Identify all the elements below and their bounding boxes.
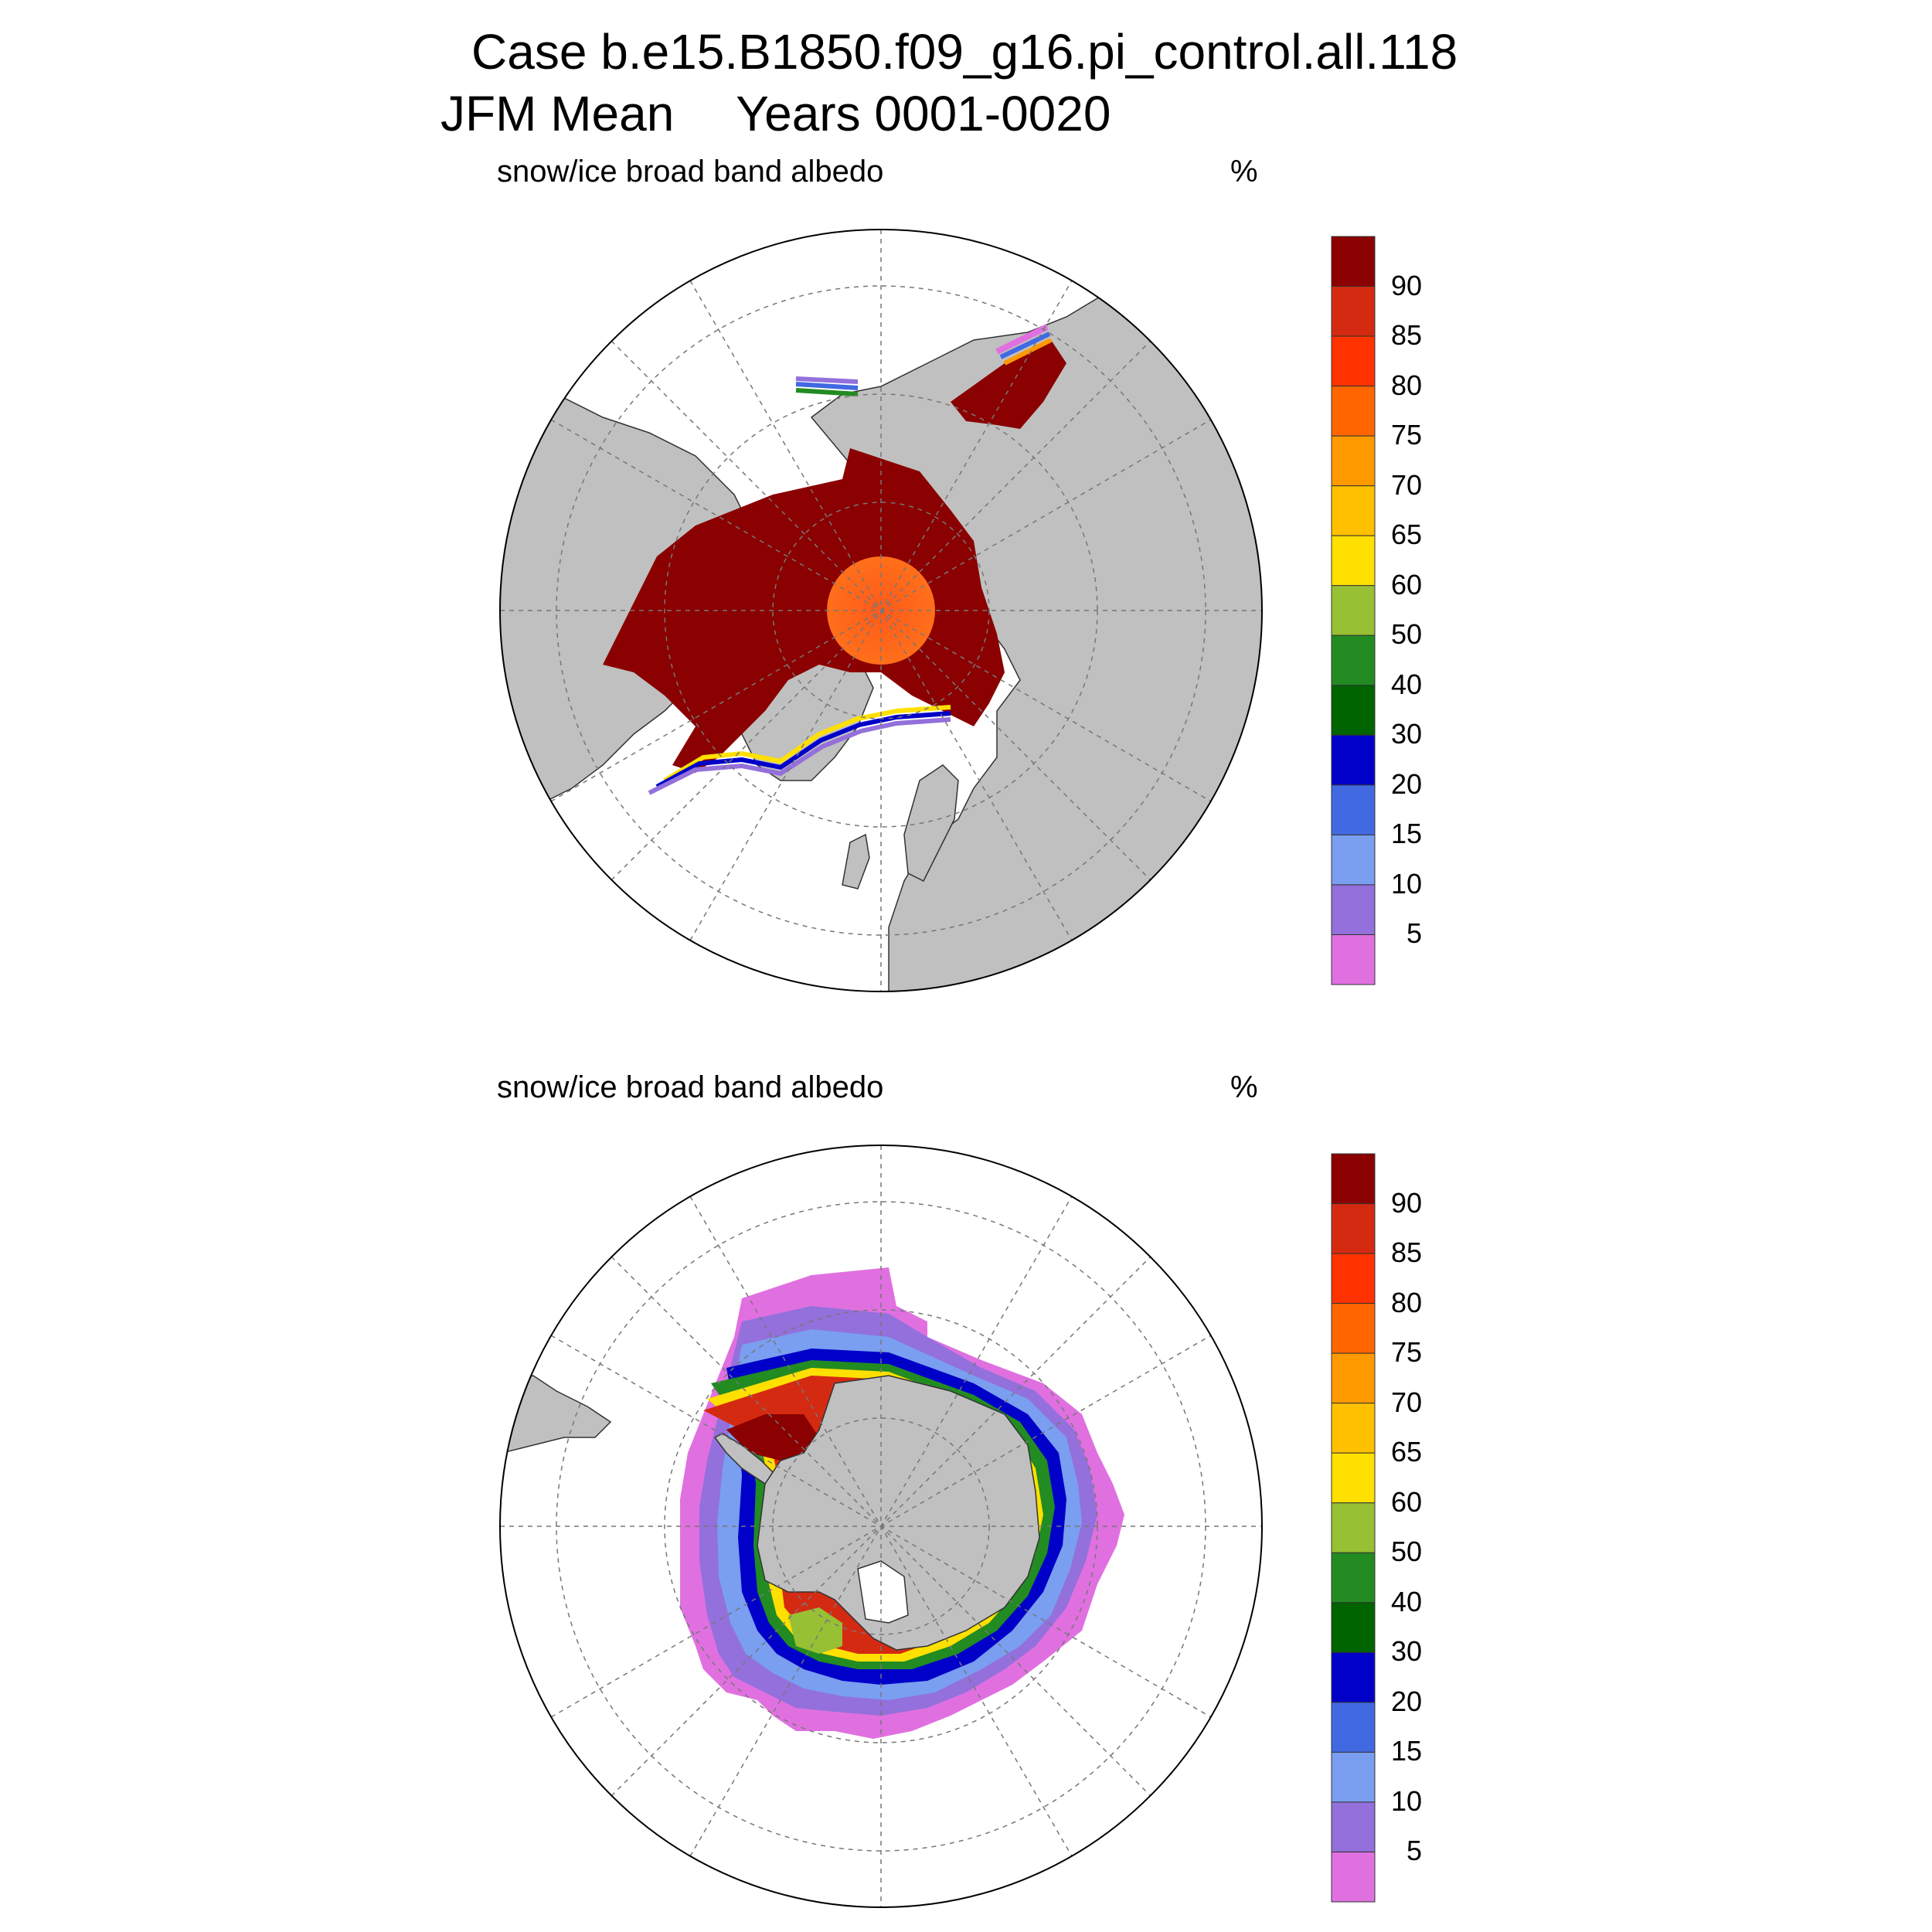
south-colorbar-segment [1331, 1203, 1376, 1254]
south-colorbar-segment [1331, 1751, 1376, 1803]
south-colorbar-tick-label: 40 [1391, 1585, 1423, 1617]
north-colorbar-segment [1331, 784, 1376, 835]
south-colorbar-segment [1331, 1452, 1376, 1504]
south-colorbar-tick-label: 75 [1391, 1336, 1423, 1369]
north-colorbar-tick-label: 20 [1391, 767, 1423, 800]
bering-edge-2 [795, 382, 859, 390]
south-colorbar-segment [1331, 1602, 1376, 1653]
british-isles-land [842, 833, 870, 889]
north-colorbar-segment [1331, 435, 1376, 487]
south-colorbar-segment [1331, 1253, 1376, 1304]
okhotsk-edge-3 [995, 324, 1049, 355]
north-colorbar-segment [1331, 485, 1376, 536]
south-america-land [502, 1375, 612, 1454]
north-colorbar-tick-label: 65 [1391, 519, 1423, 551]
south-colorbar-segment [1331, 1502, 1376, 1553]
north-colorbar-segment [1331, 286, 1376, 337]
south-panel-label: snow/ice broad band albedo [497, 1070, 884, 1104]
weddell-high-albedo [726, 1414, 819, 1461]
okhotsk-edge [1003, 338, 1053, 366]
south-colorbar-tick-label: 90 [1391, 1186, 1423, 1219]
north-colorbar-tick-label: 70 [1391, 468, 1423, 501]
south-graticule [500, 1145, 1262, 1907]
north-colorbar-tick-label: 50 [1391, 618, 1423, 651]
season-label: JFM Mean [440, 86, 675, 141]
south-colorbar-tick-label: 80 [1391, 1286, 1423, 1318]
north-colorbar-segment [1331, 685, 1376, 736]
south-colorbar-tick-label: 70 [1391, 1386, 1423, 1418]
south-map-border [499, 1145, 1263, 1908]
north-colorbar-tick-label: 75 [1391, 419, 1423, 451]
okhotsk-ice [951, 340, 1066, 429]
south-colorbar-segment [1331, 1403, 1376, 1454]
south-colorbar-tick-label: 15 [1391, 1735, 1423, 1767]
north-colorbar-tick-label: 90 [1391, 269, 1423, 301]
north-colorbar-segment [1331, 535, 1376, 587]
ross-sea-green [788, 1607, 842, 1654]
south-polar-map [500, 1145, 1262, 1907]
antarctic-peninsula-land [713, 1433, 774, 1485]
north-colorbar-tick-label: 60 [1391, 568, 1423, 600]
north-colorbar-segment [1331, 236, 1376, 287]
north-colorbar-tick-label: 5 [1406, 917, 1423, 950]
north-graticule [500, 230, 1262, 992]
south-colorbar-tick-label: 30 [1391, 1635, 1423, 1668]
north-map-border [499, 229, 1263, 992]
south-colorbar-segment [1331, 1153, 1376, 1205]
sea-ice-high-albedo [603, 448, 1005, 773]
south-panel-unit: % [1230, 1070, 1258, 1104]
north-colorbar-segment [1331, 585, 1376, 636]
north-colorbar-segment [1331, 335, 1376, 387]
south-colorbar [1331, 1153, 1376, 1903]
bering-edge [795, 388, 859, 396]
north-colorbar-tick-label: 10 [1391, 867, 1423, 900]
north-colorbar-segment [1331, 634, 1376, 686]
ross-ice-shelf [857, 1560, 909, 1624]
north-polar-map [500, 230, 1262, 992]
south-colorbar-segment [1331, 1651, 1376, 1703]
scandinavia-land [903, 764, 959, 883]
figure-subtitle: JFM Mean Years 0001-0020 [440, 85, 1111, 142]
south-colorbar-segment [1331, 1851, 1376, 1903]
south-colorbar-tick-label: 60 [1391, 1485, 1423, 1518]
south-colorbar-segment [1331, 1801, 1376, 1852]
north-panel-unit: % [1230, 155, 1258, 189]
figure-title: Case b.e15.B1850.f09_g16.pi_control.all.… [471, 24, 1458, 80]
north-colorbar-tick-label: 15 [1391, 818, 1423, 850]
north-colorbar-tick-label: 80 [1391, 369, 1423, 401]
south-colorbar-tick-label: 50 [1391, 1536, 1423, 1568]
north-colorbar-segment [1331, 386, 1376, 437]
north-colorbar-tick-label: 30 [1391, 718, 1423, 750]
south-colorbar-segment [1331, 1552, 1376, 1604]
north-colorbar-tick-label: 85 [1391, 319, 1423, 352]
south-colorbar-tick-label: 5 [1406, 1835, 1423, 1867]
north-colorbar [1331, 236, 1376, 985]
south-colorbar-segment [1331, 1702, 1376, 1753]
north-colorbar-segment [1331, 734, 1376, 786]
south-colorbar-segment [1331, 1303, 1376, 1354]
north-colorbar-segment [1331, 884, 1376, 935]
north-panel-label: snow/ice broad band albedo [497, 155, 884, 189]
bering-edge-3 [795, 376, 859, 384]
south-colorbar-tick-label: 85 [1391, 1236, 1423, 1269]
north-colorbar-segment [1331, 834, 1376, 886]
south-colorbar-tick-label: 10 [1391, 1784, 1423, 1817]
north-colorbar-segment [1331, 934, 1376, 985]
north-colorbar-tick-label: 40 [1391, 668, 1423, 700]
years-label: Years 0001-0020 [736, 86, 1111, 141]
south-colorbar-segment [1331, 1352, 1376, 1404]
south-colorbar-tick-label: 20 [1391, 1685, 1423, 1717]
atlantic-ice-edge-3 [648, 717, 951, 795]
okhotsk-edge-2 [999, 332, 1051, 359]
south-colorbar-tick-label: 65 [1391, 1436, 1423, 1468]
atlantic-ice-edge [663, 705, 951, 783]
